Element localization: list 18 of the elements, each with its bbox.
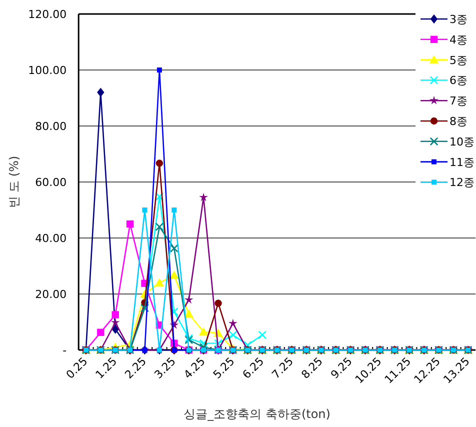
- legend-label: 6종: [450, 74, 468, 88]
- y-tick-label: -: [62, 344, 67, 357]
- y-tick-label: 20.00: [35, 288, 67, 301]
- y-axis-title: 빈 도 (%): [7, 156, 21, 208]
- y-tick-label: 120.00: [28, 8, 67, 21]
- y-tick-label: 60.00: [35, 176, 67, 189]
- legend-label: 12종: [450, 176, 474, 190]
- legend-label: 5종: [450, 54, 468, 67]
- legend-label: 11종: [450, 156, 474, 169]
- x-axis-title: 싱글_조향축의 축하중(ton): [184, 407, 330, 421]
- y-tick-label: 40.00: [35, 232, 67, 245]
- y-tick-label: 100.00: [28, 64, 67, 77]
- legend-label: 4종: [450, 33, 468, 46]
- legend-label: 3종: [450, 13, 468, 26]
- y-tick-label: 80.00: [35, 120, 67, 133]
- legend-label: 8종: [450, 115, 468, 128]
- legend-label: 10종: [450, 135, 474, 148]
- legend-label: 7종: [450, 94, 468, 108]
